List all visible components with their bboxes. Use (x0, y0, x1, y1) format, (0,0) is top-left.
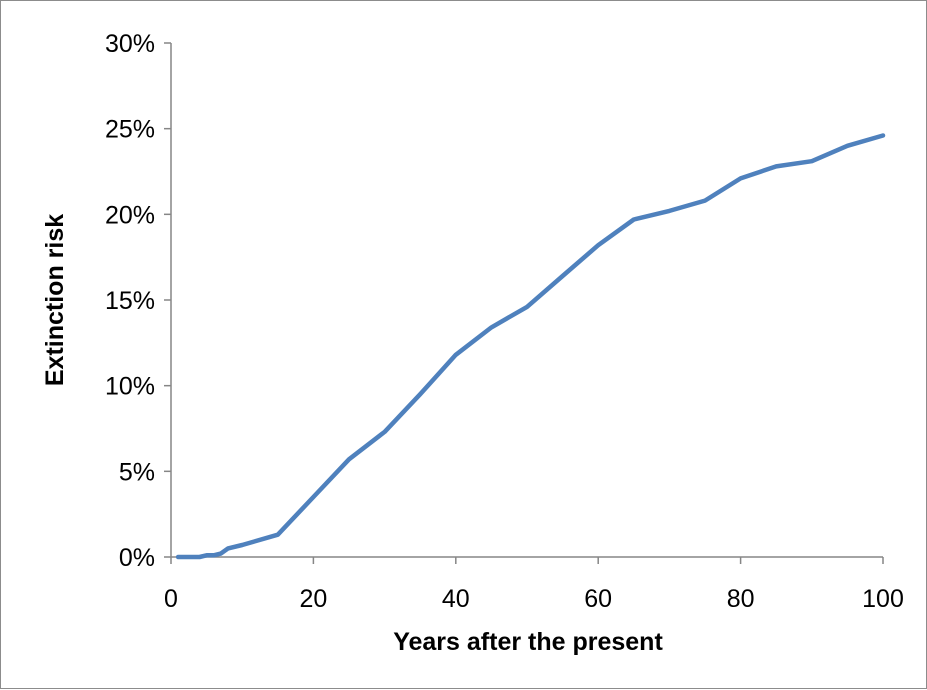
x-axis-title: Years after the present (393, 628, 663, 656)
x-tick-label: 60 (584, 585, 612, 613)
x-tick-label: 100 (862, 585, 904, 613)
x-tick-label: 40 (442, 585, 470, 613)
series-line (175, 133, 886, 560)
y-axis-title: Extinction risk (41, 214, 69, 386)
x-tick-label: 80 (727, 585, 755, 613)
y-tick-label: 20% (105, 201, 155, 229)
y-tick-label: 10% (105, 373, 155, 401)
y-tick-label: 5% (119, 458, 155, 486)
y-axis: 0% 5% 10% 15% 20% 25% 30% (105, 30, 172, 572)
y-tick-label: 25% (105, 116, 155, 144)
y-tick-label: 0% (119, 544, 155, 572)
x-tick-label: 0 (164, 585, 178, 613)
y-tick-label: 30% (105, 30, 155, 58)
y-tick-label: 15% (105, 287, 155, 315)
x-axis: 0 20 40 60 80 100 (164, 556, 904, 613)
x-tick-label: 20 (299, 585, 327, 613)
series-layer (175, 133, 886, 560)
